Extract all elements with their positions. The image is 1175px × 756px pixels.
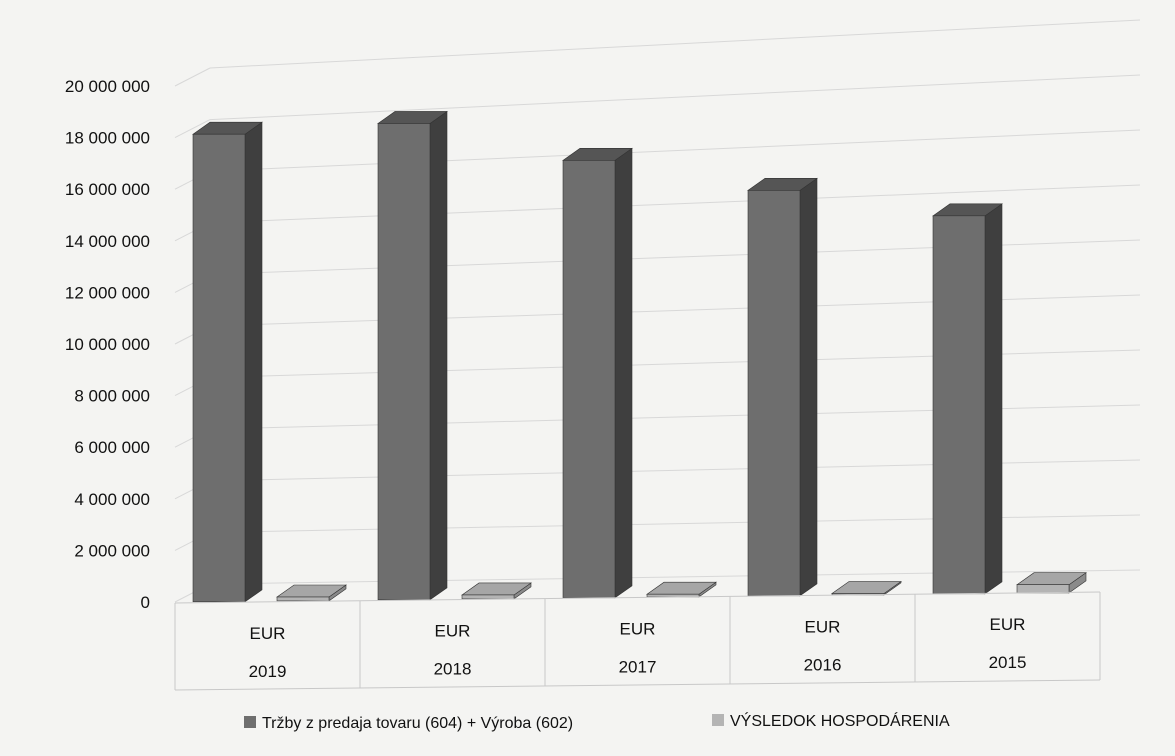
legend-label-sales: Tržby z predaja tovaru (604) + Výroba (6…: [262, 715, 573, 732]
bar-front: [747, 190, 801, 597]
gridline: [209, 184, 1141, 224]
gridline: [209, 129, 1141, 172]
bar-sales-2019: [192, 121, 263, 603]
legend-label-result: VÝSLEDOK HOSPODÁRENIA: [730, 711, 950, 730]
category-year-label: 2019: [249, 662, 287, 681]
y-tick-label: 4 000 000: [74, 490, 150, 509]
bar-sales-2017: [562, 147, 633, 599]
y-tick-label: 20 000 000: [65, 77, 150, 96]
legend: Tržby z predaja tovaru (604) + Výroba (6…: [244, 711, 950, 732]
bar-side: [429, 110, 448, 601]
y-tick-label: 2 000 000: [74, 541, 150, 560]
bar-side: [244, 121, 263, 603]
bar-side: [799, 177, 818, 597]
category-year-label: 2016: [804, 655, 842, 674]
gridline: [209, 19, 1141, 69]
y-axis: 0 2 000 000 4 000 000 6 000 000 8 000 000 10 …: [65, 77, 150, 612]
gridline-depth: [174, 119, 211, 139]
bar-result-2019: [276, 584, 347, 602]
category-year-label: 2015: [989, 653, 1027, 672]
bar-result-2016: [831, 580, 902, 596]
bar-front: [1016, 584, 1070, 594]
y-tick-label: 14 000 000: [65, 232, 150, 251]
bars: [192, 110, 1087, 603]
bar-side: [614, 147, 633, 599]
bar-side: [984, 203, 1003, 595]
category-unit-label: EUR: [805, 617, 841, 636]
y-tick-label: 10 000 000: [65, 335, 150, 354]
y-tick-label: 12 000 000: [65, 283, 150, 302]
category-unit-label: EUR: [990, 615, 1026, 634]
legend-swatch-result: [712, 714, 724, 726]
bar-sales-2016: [747, 177, 818, 597]
legend-swatch-sales: [244, 716, 256, 728]
gridline: [209, 74, 1141, 121]
gridline-depth: [174, 67, 211, 87]
category-unit-label: EUR: [250, 624, 286, 643]
bar-sales-2018: [377, 110, 448, 601]
bar-result-2015: [1016, 572, 1087, 594]
bar-front: [461, 594, 515, 600]
y-tick-label: 0: [141, 593, 150, 612]
y-tick-label: 16 000 000: [65, 180, 150, 199]
bar-result-2018: [461, 582, 532, 600]
y-tick-label: 18 000 000: [65, 129, 150, 148]
bar-sales-2015: [932, 203, 1003, 595]
category-unit-label: EUR: [435, 622, 471, 641]
y-tick-label: 6 000 000: [74, 438, 150, 457]
y-tick-label: 8 000 000: [74, 387, 150, 406]
category-year-label: 2018: [434, 660, 472, 679]
bar-front: [377, 123, 431, 601]
bar-front: [276, 596, 330, 602]
category-unit-label: EUR: [620, 620, 656, 639]
table-bottom-border: [174, 679, 1101, 691]
table-top-border: [174, 591, 1101, 604]
bar-front: [562, 160, 616, 599]
bar-front: [932, 215, 986, 595]
category-year-label: 2017: [619, 658, 657, 677]
bar-result-2017: [646, 581, 717, 598]
category-table: EUR 2019 EUR 2018 EUR 2017 EUR 2016 EUR 2015: [174, 591, 1101, 691]
bar-front: [192, 133, 246, 603]
